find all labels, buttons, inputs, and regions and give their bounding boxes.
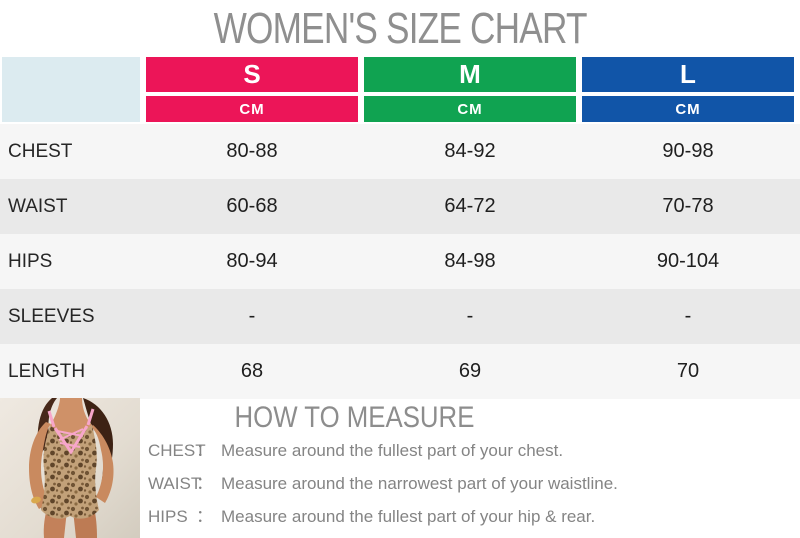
model-photo: [0, 398, 140, 538]
size-label-l: L: [582, 57, 794, 92]
unit-label-l: CM: [582, 96, 794, 122]
cell-length-m: 69: [458, 360, 482, 382]
measure-colon: ：: [196, 474, 213, 493]
cell-hips-s: 80-94: [226, 250, 278, 272]
measure-text: Measure around the fullest part of your …: [221, 441, 564, 460]
cell-sleeves-l: -: [684, 305, 692, 327]
measure-text: Measure around the narrowest part of you…: [221, 474, 618, 493]
measure-label: HIPS: [148, 507, 188, 526]
column-header-l: L CM: [582, 57, 794, 122]
cell-hips-l: 90-104: [656, 250, 720, 272]
cell-chest-m: 84-92: [444, 140, 496, 162]
column-header-m: M CM: [364, 57, 576, 122]
size-table-header: S CM M CM L CM: [0, 57, 800, 122]
row-label: WAIST: [8, 195, 68, 217]
cell-chest-s: 80-88: [226, 140, 278, 162]
measure-colon: ：: [196, 507, 213, 526]
corner-cell: [2, 57, 140, 122]
size-label-s: S: [146, 57, 358, 92]
measure-item-waist: WAIST： Measure around the narrowest part …: [148, 474, 618, 493]
measure-label: CHEST: [148, 441, 206, 460]
row-label: SLEEVES: [8, 305, 95, 327]
cell-waist-m: 64-72: [444, 195, 496, 217]
measure-label: WAIST: [148, 474, 202, 493]
table-row-waist: WAIST 60-68 64-72 70-78: [0, 179, 800, 234]
measure-colon: ：: [196, 441, 213, 460]
table-row-chest: CHEST 80-88 84-92 90-98: [0, 124, 800, 179]
size-label-m: M: [364, 57, 576, 92]
row-label: CHEST: [8, 140, 73, 162]
page-title: WOMEN'S SIZE CHART: [0, 0, 800, 57]
cell-length-s: 68: [240, 360, 264, 382]
cell-sleeves-m: -: [466, 305, 474, 327]
table-row-hips: HIPS 80-94 84-98 90-104: [0, 234, 800, 289]
unit-label-m: CM: [364, 96, 576, 122]
unit-label-s: CM: [146, 96, 358, 122]
size-table-body: CHEST 80-88 84-92 90-98 WAIST 60-68 64-7…: [0, 124, 800, 399]
measure-text: Measure around the fullest part of your …: [221, 507, 596, 526]
how-to-measure-title: HOW TO MEASURE: [148, 401, 560, 435]
measure-item-chest: CHEST： Measure around the fullest part of…: [148, 441, 618, 460]
page-title-text: WOMEN'S SIZE CHART: [213, 3, 587, 53]
measure-instructions: CHEST： Measure around the fullest part of…: [148, 441, 618, 526]
column-header-s: S CM: [146, 57, 358, 122]
table-row-sleeves: SLEEVES - - -: [0, 289, 800, 344]
measure-item-hips: HIPS ： Measure around the fullest part of …: [148, 507, 618, 526]
cell-waist-s: 60-68: [226, 195, 278, 217]
cell-length-l: 70: [676, 360, 700, 382]
cell-hips-m: 84-98: [444, 250, 496, 272]
row-label: LENGTH: [8, 360, 86, 382]
cell-sleeves-s: -: [248, 305, 256, 327]
cell-chest-l: 90-98: [662, 140, 714, 162]
cell-waist-l: 70-78: [662, 195, 714, 217]
how-to-measure-title-text: HOW TO MEASURE: [234, 401, 474, 434]
row-label: HIPS: [8, 250, 53, 272]
table-row-length: LENGTH 68 69 70: [0, 344, 800, 399]
